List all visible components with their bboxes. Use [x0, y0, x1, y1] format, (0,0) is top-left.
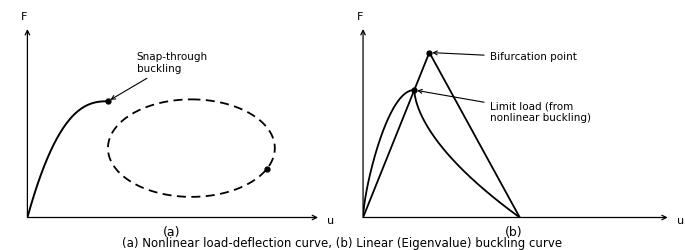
Text: Limit load (from
nonlinear buckling): Limit load (from nonlinear buckling) — [419, 90, 590, 123]
Text: Snap-through
buckling: Snap-through buckling — [112, 52, 208, 99]
Text: u: u — [677, 216, 684, 226]
Text: Bifurcation point: Bifurcation point — [434, 51, 577, 62]
Text: (b): (b) — [505, 226, 523, 239]
Text: F: F — [21, 12, 27, 22]
Text: u: u — [327, 216, 334, 226]
Text: (a): (a) — [162, 226, 180, 239]
Text: (a) Nonlinear load-deflection curve, (b) Linear (Eigenvalue) buckling curve: (a) Nonlinear load-deflection curve, (b)… — [123, 237, 562, 250]
Text: F: F — [357, 12, 363, 22]
